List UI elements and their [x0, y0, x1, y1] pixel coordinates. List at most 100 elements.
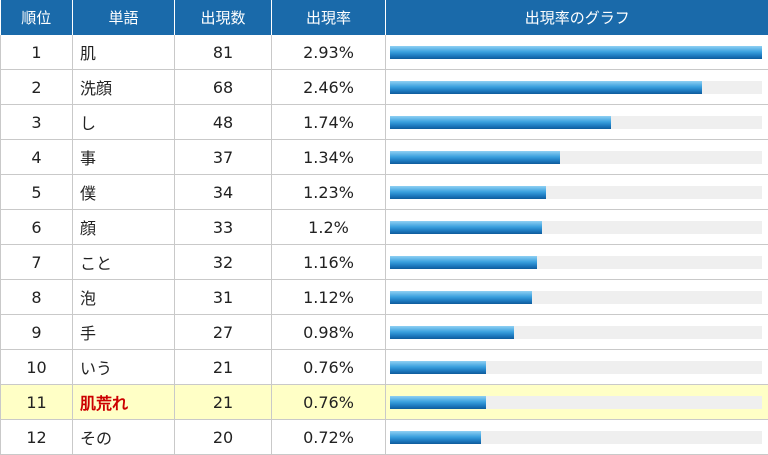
word-cell: 肌	[73, 35, 175, 70]
rate-bar	[390, 46, 762, 59]
word-cell: し	[73, 105, 175, 140]
count-cell: 81	[175, 35, 272, 70]
word-cell: いう	[73, 350, 175, 385]
count-cell: 37	[175, 140, 272, 175]
rate-bar	[390, 361, 486, 374]
rank-cell: 1	[1, 35, 73, 70]
rate-bar	[390, 151, 560, 164]
rank-cell: 12	[1, 420, 73, 455]
rate-graph-cell	[386, 105, 768, 140]
header-word: 単語	[73, 0, 175, 35]
rate-bar	[390, 81, 702, 94]
rate-bar	[390, 431, 481, 444]
rate-bar-track	[390, 221, 762, 234]
rate-cell: 1.2%	[272, 210, 386, 245]
rate-bar	[390, 326, 514, 339]
rank-cell: 11	[1, 385, 73, 420]
rate-bar-track	[390, 291, 762, 304]
rate-graph-cell	[386, 245, 768, 280]
rate-bar	[390, 291, 532, 304]
rate-bar	[390, 256, 537, 269]
rate-bar-track	[390, 116, 762, 129]
rate-graph-cell	[386, 420, 768, 455]
rate-graph-cell	[386, 35, 768, 70]
rate-bar	[390, 221, 542, 234]
rank-cell: 5	[1, 175, 73, 210]
rate-bar-track	[390, 186, 762, 199]
rank-cell: 10	[1, 350, 73, 385]
rate-bar-track	[390, 256, 762, 269]
rate-bar-track	[390, 361, 762, 374]
rate-bar-track	[390, 431, 762, 444]
count-cell: 34	[175, 175, 272, 210]
count-cell: 21	[175, 350, 272, 385]
count-cell: 27	[175, 315, 272, 350]
rate-graph-cell	[386, 175, 768, 210]
rate-graph-cell	[386, 70, 768, 105]
word-cell: 僕	[73, 175, 175, 210]
word-cell: その	[73, 420, 175, 455]
word-cell: 事	[73, 140, 175, 175]
rate-cell: 1.12%	[272, 280, 386, 315]
rate-cell: 1.34%	[272, 140, 386, 175]
rate-cell: 0.72%	[272, 420, 386, 455]
rate-cell: 1.16%	[272, 245, 386, 280]
word-cell: 手	[73, 315, 175, 350]
header-rank: 順位	[1, 0, 73, 35]
count-cell: 21	[175, 385, 272, 420]
rate-bar-track	[390, 326, 762, 339]
rate-cell: 0.98%	[272, 315, 386, 350]
rate-bar-track	[390, 396, 762, 409]
count-cell: 33	[175, 210, 272, 245]
rate-bar	[390, 396, 486, 409]
count-cell: 68	[175, 70, 272, 105]
count-cell: 32	[175, 245, 272, 280]
rank-cell: 4	[1, 140, 73, 175]
word-cell: 顔	[73, 210, 175, 245]
rate-cell: 2.93%	[272, 35, 386, 70]
rate-cell: 1.23%	[272, 175, 386, 210]
header-graph: 出現率のグラフ	[386, 0, 768, 35]
word-cell: 洗顔	[73, 70, 175, 105]
rate-graph-cell	[386, 385, 768, 420]
word-cell: こと	[73, 245, 175, 280]
rate-bar	[390, 116, 611, 129]
rank-cell: 8	[1, 280, 73, 315]
table-header-row: 順位 単語 出現数 出現率 出現率のグラフ	[1, 0, 768, 35]
rate-cell: 2.46%	[272, 70, 386, 105]
word-cell: 泡	[73, 280, 175, 315]
rank-cell: 7	[1, 245, 73, 280]
rank-cell: 2	[1, 70, 73, 105]
rank-cell: 9	[1, 315, 73, 350]
rate-graph-cell	[386, 280, 768, 315]
rank-cell: 6	[1, 210, 73, 245]
rate-bar	[390, 186, 546, 199]
count-cell: 20	[175, 420, 272, 455]
rate-cell: 0.76%	[272, 385, 386, 420]
word-cell: 肌荒れ	[73, 385, 175, 420]
header-count: 出現数	[175, 0, 272, 35]
rate-graph-cell	[386, 350, 768, 385]
header-rate: 出現率	[272, 0, 386, 35]
rate-bar-track	[390, 81, 762, 94]
rate-graph-cell	[386, 315, 768, 350]
count-cell: 31	[175, 280, 272, 315]
rate-graph-cell	[386, 210, 768, 245]
rate-bar-track	[390, 46, 762, 59]
rate-cell: 0.76%	[272, 350, 386, 385]
rate-cell: 1.74%	[272, 105, 386, 140]
rank-cell: 3	[1, 105, 73, 140]
rate-graph-cell	[386, 140, 768, 175]
rate-bar-track	[390, 151, 762, 164]
